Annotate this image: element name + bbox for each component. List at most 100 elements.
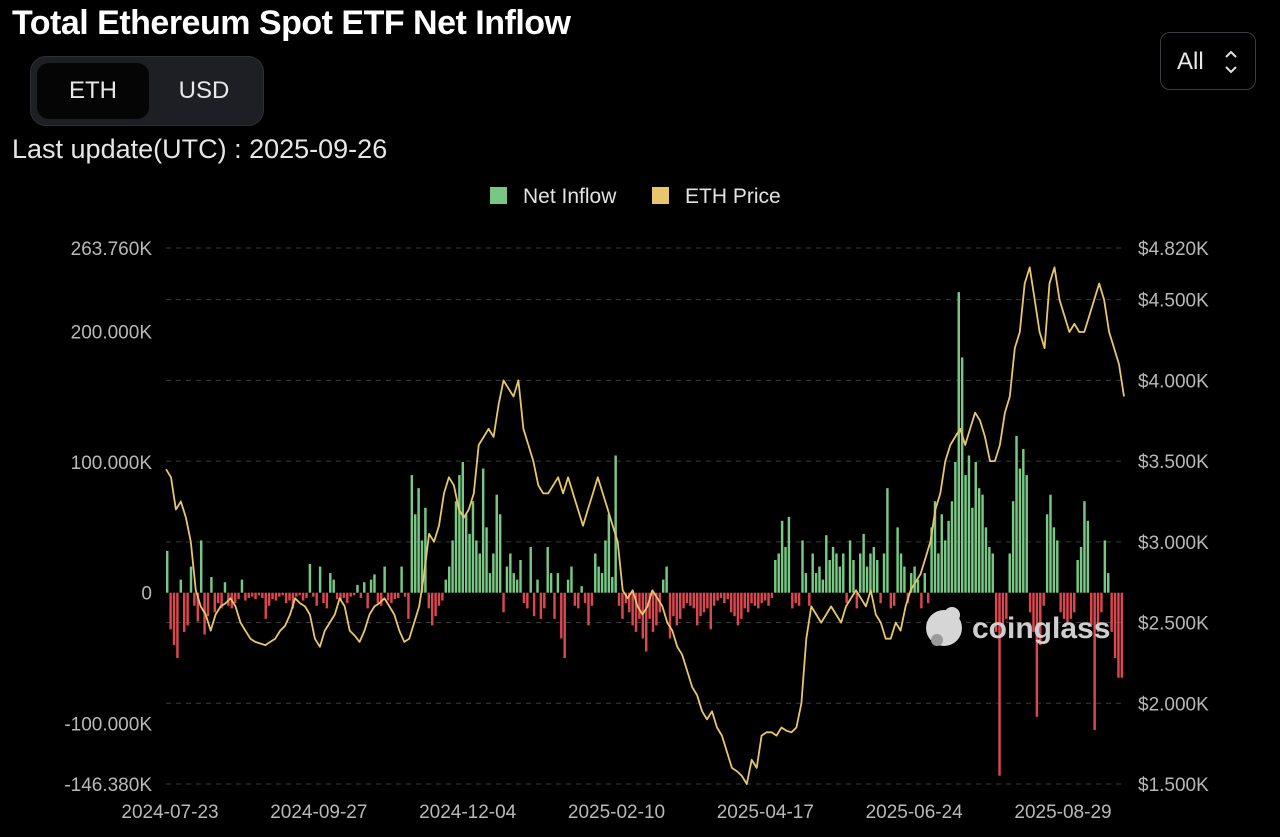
inflow-bar: [257, 592, 261, 596]
inflow-bar: [1025, 475, 1028, 593]
watermark-text: coinglass: [972, 612, 1110, 645]
inflow-bar: [206, 592, 210, 617]
inflow-bar: [427, 592, 431, 609]
inflow-bar: [1069, 592, 1073, 619]
legend-label: Net Inflow: [523, 185, 617, 208]
inflow-bar: [444, 579, 448, 593]
inflow-bar: [631, 592, 634, 626]
inflow-bar: [611, 577, 614, 593]
inflow-bar: [563, 592, 566, 659]
inflow-bar: [458, 475, 461, 593]
y-left-tick-label: -100.000K: [64, 714, 152, 735]
toggle-eth-button[interactable]: ETH: [37, 63, 149, 119]
inflow-bar: [383, 566, 386, 593]
inflow-bar: [369, 579, 373, 593]
inflow-bar: [288, 592, 291, 601]
inflow-bar: [950, 501, 954, 593]
inflow-bar: [1090, 592, 1093, 626]
inflow-bar: [454, 501, 458, 593]
inflow-bar: [233, 592, 237, 604]
inflow-bar: [1039, 592, 1042, 645]
inflow-bar: [638, 592, 641, 619]
inflow-bar: [954, 462, 957, 593]
inflow-bar: [682, 592, 685, 609]
x-tick-label: 2024-07-23: [121, 802, 218, 823]
inflow-bar: [678, 592, 682, 619]
inflow-bar: [760, 592, 763, 604]
inflow-bar: [240, 579, 244, 593]
inflow-bar: [892, 592, 896, 606]
inflow-bar: [1086, 520, 1090, 593]
range-select[interactable]: All: [1160, 32, 1256, 90]
inflow-bar: [903, 566, 906, 593]
inflow-bar: [719, 592, 723, 598]
inflow-bar: [305, 592, 308, 598]
inflow-bar: [536, 579, 539, 593]
inflow-bar: [1100, 592, 1103, 613]
inflow-bar: [1079, 546, 1083, 593]
inflow-bar: [699, 592, 702, 617]
inflow-bar: [577, 592, 580, 609]
legend-swatch: [652, 187, 669, 204]
inflow-bar: [706, 592, 709, 609]
inflow-bar: [777, 553, 780, 593]
inflow-bar: [176, 592, 179, 659]
inflow-bar: [488, 573, 492, 593]
inflow-bar: [560, 592, 563, 639]
inflow-bar: [451, 540, 454, 593]
inflow-bar: [1076, 560, 1079, 593]
inflow-bar: [736, 592, 740, 626]
inflow-bar: [349, 592, 352, 597]
inflow-bar: [957, 292, 960, 593]
inflow-bar: [1083, 501, 1086, 593]
y-right-tick-label: $4.000K: [1138, 371, 1209, 392]
inflow-bar: [641, 592, 645, 639]
inflow-bar: [1113, 592, 1117, 659]
inflow-bar: [356, 584, 359, 593]
inflow-bar: [604, 540, 607, 593]
inflow-bar: [549, 573, 553, 593]
inflow-bar: [216, 592, 220, 604]
inflow-bar: [814, 573, 818, 593]
inflow-bar: [991, 553, 994, 593]
inflow-bar: [645, 592, 648, 652]
inflow-bar: [740, 592, 743, 619]
inflow-bar: [1117, 592, 1120, 678]
inflow-bar: [413, 514, 417, 593]
x-tick-label: 2025-02-10: [568, 802, 665, 823]
inflow-bar: [447, 566, 451, 593]
inflow-bar: [291, 592, 295, 609]
inflow-bar: [821, 579, 825, 593]
inflow-bar: [1107, 573, 1110, 593]
inflow-bar: [1093, 592, 1096, 730]
inflow-bar: [712, 592, 716, 606]
inflow-bar: [498, 514, 502, 593]
inflow-bar: [1049, 494, 1052, 593]
inflow-bar: [994, 592, 998, 632]
inflow-bar: [1035, 592, 1039, 717]
inflow-bar: [390, 592, 393, 604]
inflow-bar: [278, 592, 281, 597]
inflow-bar: [977, 488, 981, 593]
inflow-bar: [974, 462, 977, 593]
inflow-bar: [842, 553, 845, 593]
inflow-bar: [1015, 435, 1018, 593]
inflow-bar: [1005, 592, 1008, 619]
inflow-bar: [597, 566, 600, 593]
legend-item: ETH Price: [652, 185, 781, 208]
toggle-usd-button[interactable]: USD: [178, 77, 230, 104]
y-right-tick-label: $2.000K: [1138, 694, 1209, 715]
inflow-bar: [702, 592, 706, 613]
inflow-bar: [515, 579, 519, 593]
inflow-bar: [312, 592, 315, 597]
inflow-bar: [930, 527, 933, 593]
inflow-bar: [1011, 501, 1015, 593]
inflow-bar: [352, 592, 356, 596]
inflow-bar: [971, 507, 974, 593]
inflow-bar: [264, 592, 267, 619]
y-right-tick-label: $4.820K: [1138, 239, 1209, 260]
inflow-bar: [441, 592, 444, 601]
inflow-bar: [587, 592, 590, 626]
inflow-bar: [689, 592, 692, 606]
inflow-bar: [672, 592, 675, 617]
